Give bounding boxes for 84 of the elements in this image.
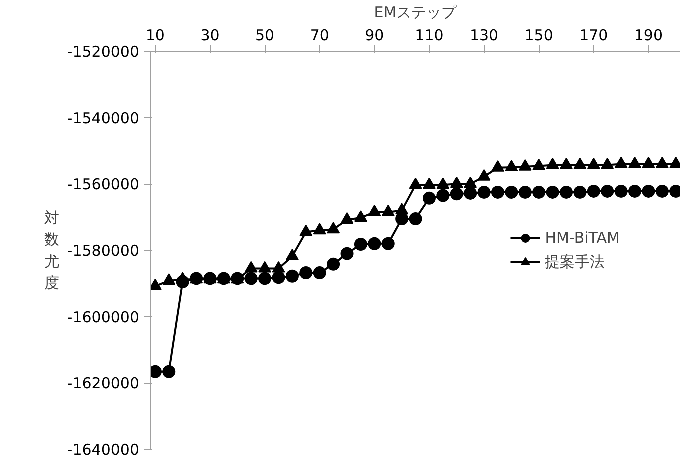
point bbox=[656, 156, 669, 168]
point bbox=[436, 178, 450, 190]
point bbox=[354, 210, 368, 222]
point bbox=[327, 222, 340, 234]
point bbox=[354, 238, 368, 252]
point bbox=[628, 156, 642, 168]
point bbox=[464, 176, 478, 188]
y-tick-label: -1540000 bbox=[67, 109, 140, 128]
point bbox=[396, 212, 409, 226]
point bbox=[436, 189, 450, 202]
point bbox=[532, 158, 546, 170]
point bbox=[162, 274, 176, 285]
point bbox=[532, 186, 546, 199]
point bbox=[574, 158, 587, 170]
point bbox=[422, 178, 436, 190]
point bbox=[518, 186, 532, 199]
point bbox=[464, 186, 478, 200]
point bbox=[313, 223, 326, 235]
point bbox=[286, 249, 299, 260]
point bbox=[505, 160, 518, 172]
y-tick-label: -1600000 bbox=[67, 308, 140, 326]
x-tick-label: 190 bbox=[634, 26, 664, 44]
point bbox=[574, 186, 587, 199]
point bbox=[340, 212, 354, 224]
point bbox=[491, 186, 504, 199]
point bbox=[450, 188, 464, 201]
x-tick-label: 150 bbox=[524, 26, 554, 44]
point bbox=[491, 160, 504, 172]
point bbox=[382, 204, 395, 216]
point bbox=[505, 186, 518, 199]
point bbox=[340, 247, 354, 260]
x-tick-label: 90 bbox=[365, 26, 384, 44]
point bbox=[244, 261, 258, 273]
point bbox=[258, 261, 272, 273]
x-tick-label: 30 bbox=[200, 26, 220, 44]
point bbox=[368, 237, 382, 250]
point bbox=[327, 258, 340, 271]
x-tick-label: 110 bbox=[415, 26, 444, 44]
point bbox=[382, 237, 395, 250]
point bbox=[642, 184, 656, 198]
point bbox=[560, 186, 573, 199]
x-axis-title: EMステップ bbox=[374, 4, 458, 22]
point bbox=[409, 178, 422, 190]
legend-label: HM-BiTAM bbox=[545, 229, 620, 247]
y-tick-label: -1620000 bbox=[67, 374, 140, 393]
point bbox=[478, 169, 491, 181]
point bbox=[642, 156, 656, 168]
point bbox=[300, 266, 313, 280]
point bbox=[587, 158, 600, 170]
point bbox=[546, 186, 560, 199]
point bbox=[587, 184, 600, 198]
point bbox=[176, 276, 190, 288]
point bbox=[286, 270, 299, 283]
point bbox=[518, 159, 532, 171]
x-tick-label: 10 bbox=[146, 26, 165, 44]
y-tick-label: -1520000 bbox=[67, 43, 140, 61]
point bbox=[614, 156, 628, 168]
point bbox=[560, 158, 573, 170]
point bbox=[478, 186, 491, 199]
y-tick-label: -1560000 bbox=[67, 176, 140, 194]
point bbox=[368, 204, 382, 216]
x-tick-label: 70 bbox=[310, 26, 330, 44]
point bbox=[546, 158, 560, 170]
point bbox=[313, 266, 326, 280]
point bbox=[628, 184, 642, 198]
y-axis-title: 対数尤度 bbox=[44, 209, 60, 292]
point bbox=[272, 271, 286, 284]
point bbox=[450, 176, 464, 188]
point bbox=[162, 365, 176, 378]
point bbox=[422, 192, 436, 205]
point bbox=[300, 224, 313, 236]
x-tick-label: 170 bbox=[580, 26, 608, 44]
point bbox=[601, 184, 614, 198]
y-tick-label: -1580000 bbox=[67, 242, 140, 260]
point bbox=[258, 272, 272, 286]
point bbox=[656, 184, 669, 198]
legend-label: 提案手法 bbox=[545, 252, 606, 272]
point bbox=[244, 272, 258, 286]
point bbox=[614, 184, 628, 198]
x-tick-label: 50 bbox=[256, 26, 275, 44]
point bbox=[409, 212, 422, 226]
point bbox=[601, 158, 614, 170]
y-tick-label: -1640000 bbox=[67, 441, 140, 458]
x-tick-label: 130 bbox=[470, 26, 499, 44]
